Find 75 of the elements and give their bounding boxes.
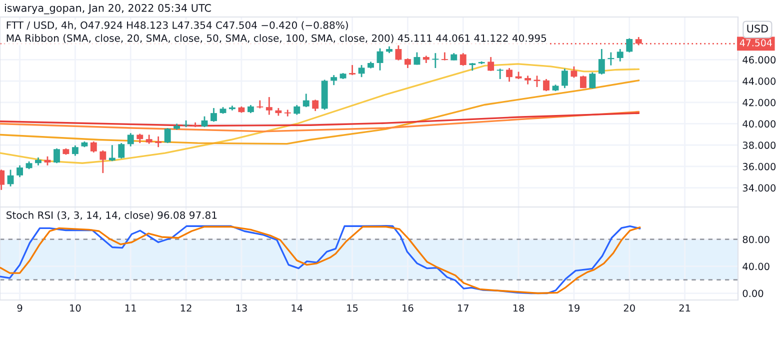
candlestick: [404, 58, 411, 69]
y-tick-label: 46.000: [742, 56, 776, 64]
candlestick: [395, 44, 402, 62]
annotation: MA Ribbon (SMA, close, 20, SMA, close, 50, SMA, close, 100, SMA, close, 200) 45.111 44.061 41.122 40.995: [6, 34, 546, 44]
candlestick: [127, 132, 134, 148]
candlestick: [598, 48, 605, 76]
candlestick: [302, 93, 310, 108]
x-tick-label: 19: [568, 304, 580, 312]
x-tick-label: 11: [126, 304, 136, 312]
candlestick: [589, 72, 596, 90]
x-tick-label: 12: [180, 304, 192, 312]
candlestick: [358, 64, 365, 78]
y-tick-label: 40.00: [742, 262, 770, 270]
candlestick: [543, 78, 550, 92]
candlestick: [432, 52, 439, 69]
y-tick-label: 44.000: [742, 78, 776, 85]
line-series: [0, 112, 640, 127]
candlestick: [210, 107, 217, 122]
candlestick: [90, 140, 97, 154]
x-tick-label: 17: [458, 304, 468, 312]
candlestick: [54, 148, 60, 164]
candlestick: [201, 116, 208, 128]
candlestick: [100, 150, 106, 174]
line-series: [0, 80, 640, 145]
x-tick-label: 18: [513, 304, 524, 312]
candlestick: [108, 144, 116, 162]
candlestick: [561, 68, 568, 89]
candlestick: [441, 52, 448, 62]
candlestick: [312, 99, 319, 112]
candlestick: [266, 96, 272, 116]
x-tick-label: 10: [70, 304, 81, 312]
y-tick-label: 42.000: [742, 98, 776, 106]
y-axis-title: USD: [747, 24, 768, 33]
y-tick-label: 80.00: [742, 236, 770, 244]
candlestick: [256, 100, 264, 110]
x-tick-label: 21: [679, 304, 690, 312]
candlestick: [488, 56, 494, 72]
chart-subtitle: FTT / USD, 4h, O47.924 H48.123 L47.354 C47.504 −0.420 (−0.88%): [6, 21, 348, 30]
y-tick-label: 36.000: [742, 162, 776, 170]
x-tick-label: 9: [17, 304, 22, 312]
candlestick: [16, 164, 24, 178]
candlestick: [155, 136, 162, 148]
candlestick: [7, 169, 14, 188]
candlestick: [72, 144, 78, 156]
line-series: [0, 63, 640, 164]
candlestick: [626, 38, 633, 54]
x-tick-label: 20: [624, 304, 635, 312]
candlestick: [460, 52, 466, 66]
y-tick-label: 34.000: [742, 184, 776, 192]
candlestick: [616, 48, 624, 62]
annotation: Stoch RSI (3, 3, 14, 14, close) 96.08 97.81: [6, 211, 217, 220]
candlestick: [496, 68, 504, 80]
x-tick-label: 13: [236, 304, 247, 312]
candlestick: [349, 64, 356, 76]
candlestick: [136, 133, 144, 144]
candlestick: [118, 142, 125, 160]
candlestick: [570, 66, 578, 78]
chart-title: iswarya_gopan, Jan 20, 2022 05:34 UTC: [4, 4, 211, 14]
candlestick: [146, 134, 152, 145]
y-tick-label: 38.000: [742, 142, 776, 149]
candlestick: [414, 52, 420, 66]
candlestick: [164, 127, 171, 144]
ref-line-label: 47.504: [740, 39, 772, 46]
candlestick: [330, 74, 338, 86]
x-tick-label: 15: [347, 304, 358, 312]
candlestick: [580, 75, 586, 89]
y-tick-label: 0.00: [742, 290, 764, 298]
candlestick: [608, 52, 614, 66]
line-series: [0, 110, 640, 132]
x-tick-label: 14: [292, 304, 303, 312]
candlestick: [506, 67, 513, 82]
candlestick: [376, 48, 384, 72]
x-tick-label: 16: [402, 304, 414, 312]
candlestick: [294, 104, 300, 116]
y-tick-label: 40.000: [742, 120, 776, 128]
